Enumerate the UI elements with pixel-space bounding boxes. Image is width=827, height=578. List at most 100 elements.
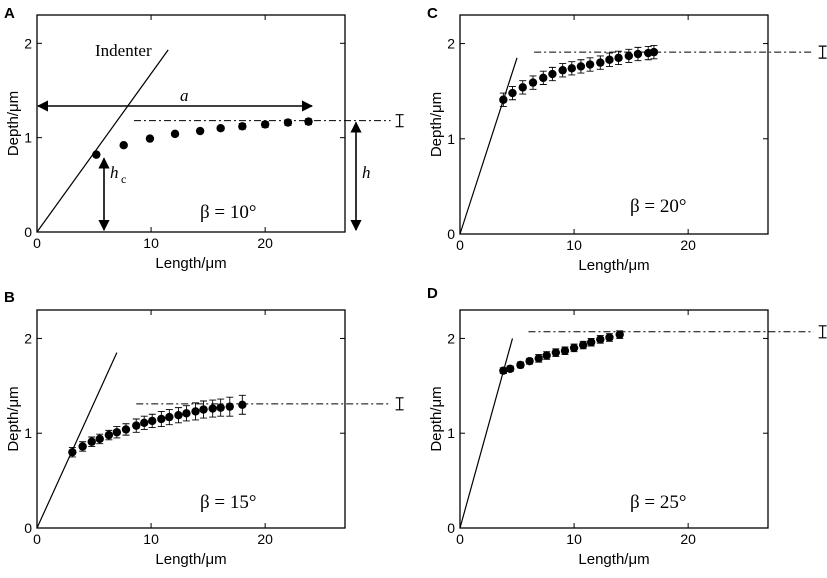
data-point <box>508 88 517 98</box>
data-point <box>516 360 525 370</box>
data-point <box>165 412 174 422</box>
data-point <box>195 126 205 136</box>
data-point <box>140 418 149 427</box>
reference-error-bar <box>818 325 827 339</box>
data-point <box>216 124 225 133</box>
label-h: h <box>362 163 371 182</box>
y-tick-label: 2 <box>24 35 32 51</box>
data-point <box>260 120 270 129</box>
data-point <box>528 78 538 87</box>
data-point <box>170 129 180 139</box>
beta-annotation: β = 25° <box>630 492 686 513</box>
data-point <box>112 428 122 437</box>
data-point <box>148 416 157 426</box>
data-point <box>191 407 200 416</box>
data-point <box>104 430 114 440</box>
data-point <box>157 414 166 424</box>
data-point <box>119 141 128 150</box>
data-point <box>238 400 247 409</box>
label-hc: h <box>110 163 119 182</box>
y-tick-label: 0 <box>447 226 455 242</box>
data-point <box>95 434 104 444</box>
data-point <box>87 437 96 446</box>
beta-annotation: β = 10° <box>200 202 256 223</box>
panel-label: D <box>427 285 438 302</box>
y-tick-label: 2 <box>447 36 455 52</box>
data-point <box>569 343 579 353</box>
data-point <box>558 66 567 75</box>
x-axis-label: Length/μm <box>578 551 649 568</box>
panel-label: C <box>427 5 438 22</box>
data-point <box>304 117 313 126</box>
data-point <box>499 366 508 375</box>
data-point <box>505 364 515 373</box>
data-point <box>605 55 614 64</box>
x-tick-label: 0 <box>33 235 41 251</box>
data-point <box>145 134 155 143</box>
plot-frame <box>459 14 769 235</box>
x-tick-label: 10 <box>143 235 159 251</box>
panel-b: B 0 10 20 0 1 2 Length/μm Depth/μm β = 15° <box>4 289 404 568</box>
x-axis-label: Length/μm <box>155 255 226 272</box>
data-point <box>525 356 534 366</box>
plot-frame <box>459 309 769 529</box>
panel-a: A 0 10 20 0 1 2 Length/μm Depth/μm β = 10° Indente… <box>4 5 404 272</box>
panel-d: D 0 10 20 0 1 2 Length/μm Depth/μm β = 25° <box>427 285 827 568</box>
panel-label: A <box>4 5 15 22</box>
data-point <box>633 49 643 59</box>
data-point <box>596 58 605 67</box>
indenter-line <box>459 57 518 235</box>
data-point <box>68 447 77 457</box>
x-tick-label: 20 <box>257 531 273 547</box>
data-point <box>132 421 141 430</box>
reference-error-bar <box>395 397 404 411</box>
data-point <box>518 83 527 92</box>
beta-annotation: β = 20° <box>630 196 686 217</box>
y-tick-label: 0 <box>447 520 455 536</box>
y-tick-label: 2 <box>447 330 455 346</box>
indenter-line <box>36 352 118 529</box>
indenter-line <box>36 49 169 233</box>
x-tick-label: 20 <box>680 237 696 253</box>
data-point <box>615 330 624 339</box>
panel-label: B <box>4 289 15 306</box>
data-point <box>283 118 293 127</box>
reference-error-bar <box>395 114 404 128</box>
data-point <box>534 354 543 363</box>
data-point <box>586 338 596 347</box>
x-tick-label: 0 <box>456 531 464 547</box>
plot-frame <box>36 14 346 233</box>
x-tick-label: 20 <box>257 235 273 251</box>
data-point <box>174 411 183 420</box>
data-point <box>605 333 614 342</box>
data-point <box>596 335 605 344</box>
y-axis-label: Depth/μm <box>428 92 445 157</box>
y-tick-label: 0 <box>24 520 32 536</box>
data-point <box>585 60 595 69</box>
indenter-label: Indenter <box>95 41 152 60</box>
data-point <box>560 346 570 355</box>
beta-annotation: β = 15° <box>200 492 256 513</box>
data-point <box>542 351 551 360</box>
data-point <box>624 51 634 61</box>
y-tick-label: 2 <box>24 330 32 346</box>
data-point <box>576 62 586 71</box>
y-axis-label: Depth/μm <box>5 91 22 156</box>
panel-c: C 0 10 20 0 1 2 Length/μm Depth/μm β = 20° <box>427 5 827 274</box>
x-tick-label: 10 <box>566 531 582 547</box>
data-point <box>92 150 101 159</box>
y-tick-label: 0 <box>24 224 32 240</box>
plot-frame <box>36 309 346 529</box>
data-point <box>539 73 548 83</box>
data-point <box>548 69 557 79</box>
data-point <box>182 409 191 418</box>
y-axis-label: Depth/μm <box>428 386 445 451</box>
data-point <box>199 405 208 414</box>
y-tick-label: 1 <box>447 425 455 441</box>
x-tick-label: 10 <box>566 237 582 253</box>
x-tick-label: 0 <box>33 531 41 547</box>
data-point <box>567 64 576 73</box>
x-axis-label: Length/μm <box>578 257 649 274</box>
label-hc-subscript: c <box>121 172 126 186</box>
y-tick-label: 1 <box>447 131 455 147</box>
